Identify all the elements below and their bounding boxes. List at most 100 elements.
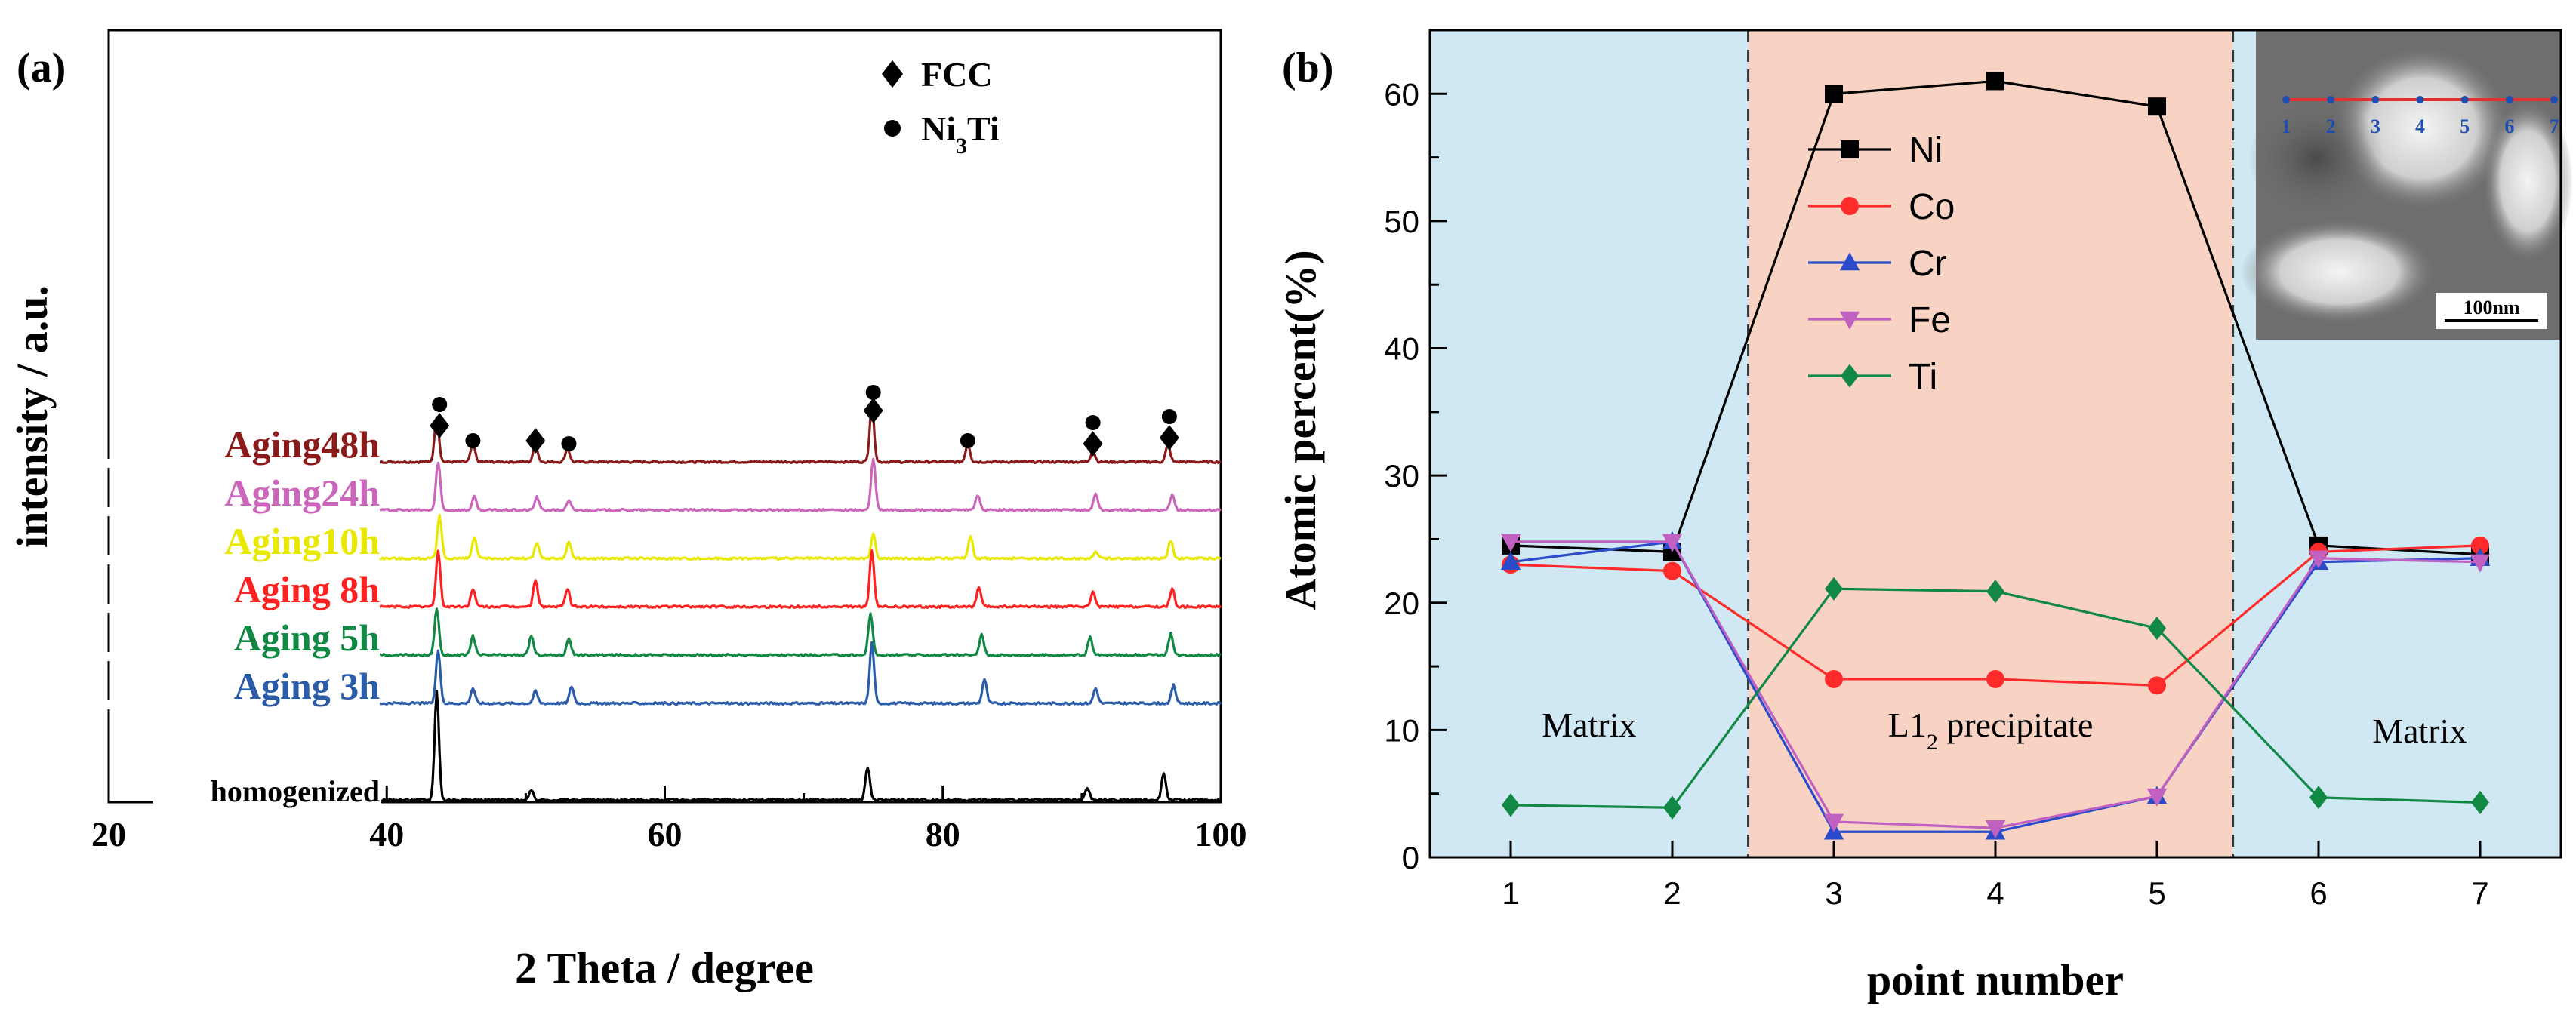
legend-marker-ni bbox=[1841, 140, 1859, 158]
sem-scan-point-label: 5 bbox=[2460, 115, 2470, 137]
legend-marker-co bbox=[1841, 197, 1859, 215]
sem-scan-point-label: 2 bbox=[2326, 115, 2336, 137]
panel-a-x-tick-label: 20 bbox=[91, 815, 126, 853]
fcc-peak-marker bbox=[863, 398, 883, 423]
panel-b-point-co bbox=[1986, 669, 2004, 688]
ni3ti-peak-marker bbox=[1161, 409, 1177, 424]
sem-precipitate-blob bbox=[2241, 219, 2437, 324]
panel-b-point-ti bbox=[2471, 790, 2489, 815]
panel-b-point-ti bbox=[1663, 795, 1681, 820]
legend-ni3ti-label: Ni3Ti bbox=[921, 109, 1000, 158]
panel-b-y-tick-label: 10 bbox=[1384, 712, 1419, 748]
panel-b-x-axis-label: point number bbox=[1867, 955, 2124, 1004]
ni3ti-peak-marker bbox=[561, 436, 577, 451]
sem-precipitate-blob bbox=[2482, 98, 2573, 264]
panel-b-point-fe bbox=[2308, 550, 2329, 569]
ni3ti-peak-marker bbox=[465, 433, 481, 448]
panel-b-x-tick-label: 5 bbox=[2148, 875, 2165, 911]
fcc-peak-marker bbox=[430, 413, 450, 438]
panel-b-region-labels: Matrix L12 precipitate Matrix bbox=[1542, 706, 2467, 755]
legend-label-co: Co bbox=[1909, 187, 1955, 227]
panel-b-point-cr bbox=[1500, 552, 1521, 571]
panel-a-series-line bbox=[226, 549, 1222, 609]
panel-b-y-tick-label: 60 bbox=[1384, 76, 1419, 112]
panel-a-x-tick-label: 80 bbox=[926, 815, 960, 853]
panel-b-point-ti bbox=[2309, 786, 2328, 810]
panel-b-x-ticks: 1 2 3 4 5 6 7 bbox=[1502, 841, 2489, 911]
panel-b-y-tick-label: 40 bbox=[1384, 331, 1419, 367]
panel-a-label-mask bbox=[93, 700, 381, 709]
panel-a-series-label: homogenized bbox=[211, 774, 380, 808]
panel-b-x-tick-label: 7 bbox=[2471, 875, 2488, 911]
region-label-matrix-left: Matrix bbox=[1542, 706, 1636, 744]
fcc-peak-marker bbox=[1083, 431, 1103, 457]
legend-fcc-label: FCC bbox=[921, 55, 993, 94]
panel-b-series-group bbox=[1500, 72, 2491, 840]
fcc-peak-marker bbox=[525, 428, 546, 454]
legend-marker-cr bbox=[1839, 252, 1860, 271]
panel-a-phase-markers bbox=[430, 385, 1179, 457]
panel-b-point-ni bbox=[2148, 97, 2166, 116]
panel-b-point-ti bbox=[1502, 793, 1520, 817]
panel-b-y-axis-label: Atomic percent(%) bbox=[1276, 250, 1325, 610]
panel-b-label: (b) bbox=[1282, 45, 1333, 91]
ni3ti-peak-marker bbox=[1085, 415, 1101, 430]
sem-scan-point-label: 4 bbox=[2415, 115, 2425, 137]
panel-a-series-label: Aging 3h bbox=[234, 665, 380, 707]
panel-b-point-ni bbox=[1825, 85, 1843, 103]
panel-a-xrd-chart: (a) 20 40 60 80 100 Aging48h Aging24h Aging10h… bbox=[8, 29, 1247, 992]
sem-scan-point-label: 6 bbox=[2504, 115, 2514, 137]
panel-b-point-fe bbox=[2470, 554, 2491, 573]
panel-a-label-mask bbox=[93, 507, 381, 516]
ni3ti-peak-marker bbox=[960, 433, 975, 448]
panel-a-series-label: Aging 5h bbox=[234, 617, 380, 659]
panel-a-x-ticks: 20 40 60 80 100 bbox=[91, 786, 1247, 853]
panel-b-legend: Ni Co Cr Fe Ti bbox=[1808, 131, 1955, 397]
sem-scan-point bbox=[2505, 96, 2513, 103]
panel-b-point-fe bbox=[2146, 788, 2168, 807]
sem-scan-point-label: 7 bbox=[2550, 115, 2559, 137]
sem-scan-point bbox=[2282, 96, 2290, 103]
panel-b-point-ni bbox=[1986, 72, 2004, 91]
panel-a-label: (a) bbox=[17, 45, 66, 91]
sem-scale-bar-box bbox=[2436, 293, 2547, 329]
panel-a-label-mask bbox=[93, 604, 381, 613]
panel-a-x-tick-label: 60 bbox=[648, 815, 683, 853]
panel-b-point-fe bbox=[1823, 813, 1844, 832]
sem-scan-point bbox=[2416, 96, 2424, 103]
region-label-matrix-right: Matrix bbox=[2372, 712, 2467, 750]
sem-scan-point-label: 1 bbox=[2282, 115, 2291, 137]
legend-label-ni: Ni bbox=[1909, 131, 1943, 171]
panel-a-series-line bbox=[226, 607, 1222, 657]
ni3ti-peak-marker bbox=[432, 397, 448, 412]
panel-b-region bbox=[1748, 30, 2233, 857]
panel-b-point-co bbox=[2471, 536, 2489, 555]
panel-b-y-tick-label: 20 bbox=[1384, 586, 1419, 621]
panel-a-label-mask bbox=[93, 555, 381, 564]
panel-b-region bbox=[1430, 30, 1749, 857]
panel-b-point-co bbox=[1825, 669, 1843, 688]
panel-b-y-ticks: 0 10 20 30 40 50 60 bbox=[1384, 76, 1447, 875]
panel-a-series-label: Aging10h bbox=[224, 520, 380, 562]
panel-b-x-tick-label: 4 bbox=[1986, 875, 2004, 911]
panel-a-series-line bbox=[226, 514, 1222, 561]
panel-a-series-line bbox=[226, 404, 1222, 464]
sem-matrix-region bbox=[2248, 98, 2384, 219]
panel-b-point-fe bbox=[1500, 534, 1521, 552]
panel-b-point-co bbox=[2148, 676, 2166, 695]
panel-b-point-fe bbox=[1985, 820, 2006, 839]
legend-ni3ti-circle bbox=[884, 120, 901, 137]
panel-b-x-tick-label: 2 bbox=[1663, 875, 1681, 911]
panel-b-point-ti bbox=[2148, 616, 2166, 641]
panel-a-label-mask bbox=[93, 652, 381, 661]
sem-scale-bar-label: 100nm bbox=[2463, 297, 2519, 318]
panel-b-x-tick-label: 1 bbox=[1502, 875, 1519, 911]
panel-a-series-line bbox=[226, 641, 1222, 706]
panel-b-y-tick-label: 50 bbox=[1384, 204, 1419, 239]
panel-b-point-co bbox=[1663, 561, 1681, 580]
panel-a-series-group bbox=[226, 404, 1222, 802]
panel-b-sem-inset: 1 2 3 4 5 6 7 100nm bbox=[2241, 30, 2573, 340]
legend-marker-ti bbox=[1841, 364, 1859, 388]
sem-scan-point-label: 3 bbox=[2371, 115, 2380, 137]
